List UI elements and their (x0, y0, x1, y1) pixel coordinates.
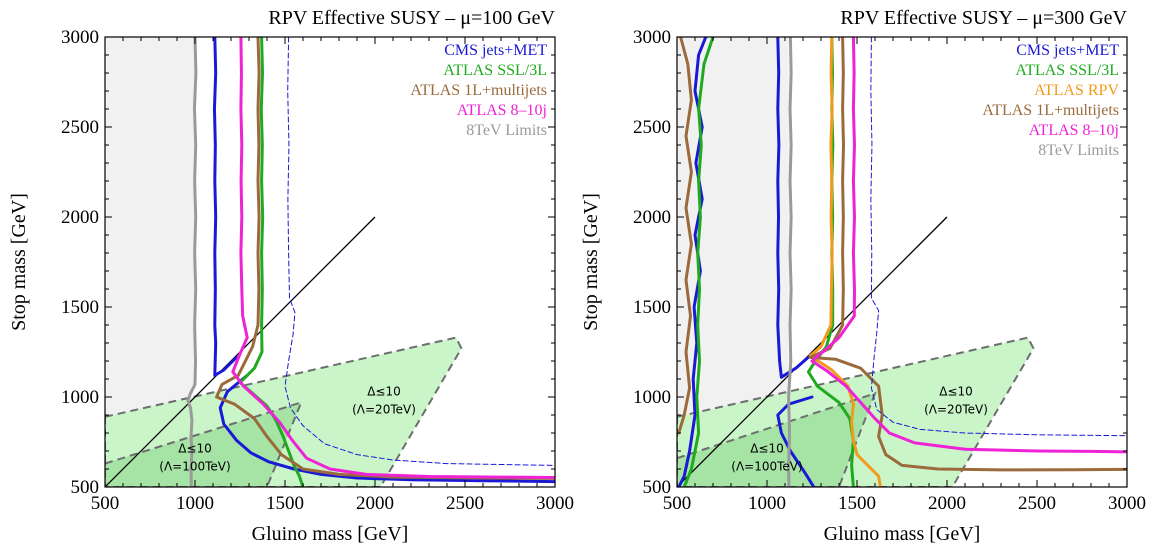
y-tick-label: 500 (71, 477, 100, 498)
y-tick-label: 3000 (633, 27, 671, 48)
x-tick-label: 2000 (356, 493, 394, 514)
panel-1: Δ≤10 (Λ=20TeV) Δ≤10 (Λ=100TeV) 500 1000 1500 20… (8, 7, 574, 545)
y-tick-label: 500 (643, 477, 672, 498)
plot-frame (104, 36, 556, 488)
series-line-8 (810, 37, 1127, 454)
x-tick-label: 2500 (446, 493, 484, 514)
series-line-6 (284, 37, 555, 466)
panel-2: Δ≤10 (Λ=20TeV) Δ≤10 (Λ=100TeV) 500 1000 1500 20… (580, 7, 1146, 545)
region-sublabel-0: (Λ=20TeV) (924, 403, 988, 417)
series-line-9 (787, 37, 793, 487)
x-tick-label: 500 (663, 493, 692, 514)
series-line-6 (677, 37, 693, 435)
series-line-3 (215, 37, 555, 480)
legend-entry: ATLAS SSL/3L (443, 62, 547, 79)
series-line-2 (238, 37, 305, 487)
series-line-1 (218, 373, 555, 484)
x-axis-label: Gluino mass [GeV] (824, 523, 981, 545)
series-line-7 (808, 37, 1127, 472)
y-axis-label: Stop mass [GeV] (580, 193, 602, 331)
x-tick-label: 3000 (536, 493, 574, 514)
region-label-0: Δ≤10 (939, 385, 973, 399)
legend-entry: ATLAS 1L+multijets (982, 102, 1119, 119)
excluded-8tev-region (677, 37, 789, 487)
x-tick-label: 2000 (928, 493, 966, 514)
legend-entry: CMS jets+MET (444, 42, 547, 59)
region-label-1: Δ≤10 (178, 441, 212, 455)
y-tick-label: 1000 (633, 387, 671, 408)
plot-area (677, 37, 1127, 487)
legend-entry: ATLAS SSL/3L (1015, 62, 1119, 79)
y-tick-label: 2000 (61, 207, 99, 228)
series-line-1 (776, 37, 812, 379)
region-label-1: Δ≤10 (750, 441, 784, 455)
legend-entry: 8TeV Limits (1038, 142, 1119, 159)
x-tick-label: 1000 (748, 493, 786, 514)
legend-entry: ATLAS RPV (1034, 82, 1119, 99)
delta-region-2 (105, 400, 303, 487)
y-tick-label: 2500 (633, 117, 671, 138)
y-tick-label: 1000 (61, 387, 99, 408)
region-sublabel-0: (Λ=20TeV) (352, 403, 416, 417)
region-label-0: Δ≤10 (367, 385, 401, 399)
y-tick-label: 1500 (633, 297, 671, 318)
chart-title: RPV Effective SUSY – μ=300 GeV (840, 7, 1127, 29)
y-tick-label: 2000 (633, 207, 671, 228)
x-axis-label: Gluino mass [GeV] (252, 523, 409, 545)
series-line-5 (186, 37, 198, 487)
legend-entry: 8TeV Limits (466, 122, 547, 139)
x-tick-label: 2500 (1018, 493, 1056, 514)
series-line-0 (212, 37, 238, 377)
plot-frame (676, 36, 1128, 488)
legend-entry: ATLAS 1L+multijets (410, 82, 547, 99)
x-tick-label: 1500 (266, 493, 304, 514)
legend-entry: ATLAS 8–10j (1029, 122, 1119, 139)
delta-region-2 (677, 391, 877, 487)
excluded-8tev-region (105, 37, 195, 487)
series-line-4 (231, 37, 555, 479)
region-sublabel-1: (Λ=100TeV) (731, 459, 802, 473)
x-tick-label: 500 (91, 493, 120, 514)
y-axis-label: Stop mass [GeV] (8, 193, 30, 331)
series-line-3 (682, 37, 715, 487)
y-tick-label: 1500 (61, 297, 99, 318)
series-line-0 (677, 37, 708, 487)
x-tick-label: 3000 (1108, 493, 1146, 514)
chart-title: RPV Effective SUSY – μ=100 GeV (268, 7, 555, 29)
y-tick-label: 3000 (61, 27, 99, 48)
plot-area (105, 37, 555, 487)
region-sublabel-1: (Λ=100TeV) (159, 459, 230, 473)
x-tick-label: 1500 (838, 493, 876, 514)
y-tick-label: 2500 (61, 117, 99, 138)
series-line-5 (808, 37, 882, 487)
diagonal-line (677, 216, 948, 487)
x-tick-label: 1000 (176, 493, 214, 514)
legend-entry: ATLAS 8–10j (457, 102, 547, 119)
legend-entry: CMS jets+MET (1016, 42, 1119, 59)
